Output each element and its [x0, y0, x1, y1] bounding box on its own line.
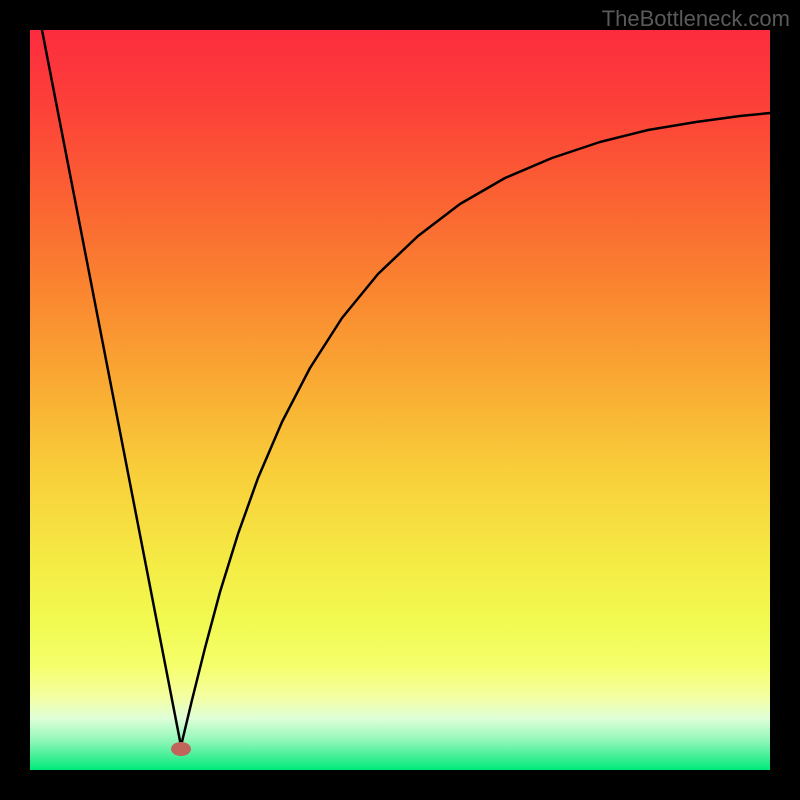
minimum-marker — [171, 742, 191, 756]
watermark-text: TheBottleneck.com — [602, 6, 790, 32]
chart-svg — [0, 0, 800, 800]
bottleneck-chart: TheBottleneck.com — [0, 0, 800, 800]
plot-background — [30, 30, 770, 770]
